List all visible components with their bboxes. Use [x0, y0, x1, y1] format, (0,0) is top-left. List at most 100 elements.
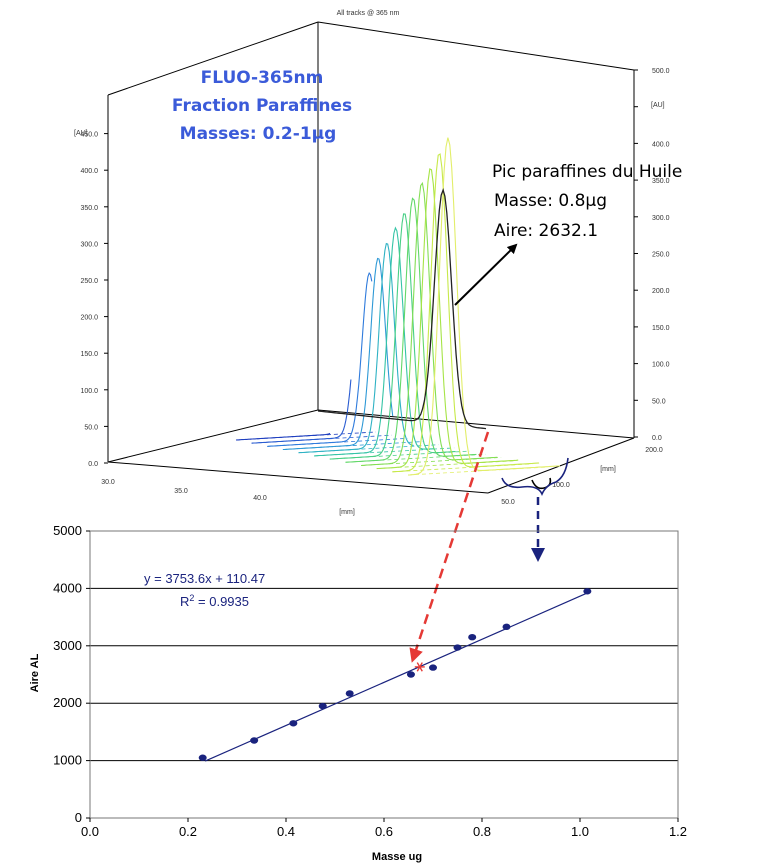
left-z-tick-label: 150.0	[80, 351, 98, 358]
left-z-tick-label: 450.0	[80, 132, 98, 139]
depth-tick: 100.0	[552, 482, 570, 489]
x-tick-3d: 30.0	[101, 479, 115, 486]
waterfall-floor-line	[267, 437, 408, 447]
peak-annotation-arrow	[454, 243, 518, 306]
y-tick-label: 3000	[53, 638, 82, 653]
right-z-tick-label: 400.0	[652, 141, 670, 148]
brace-black	[531, 477, 552, 490]
calibration-ticks: 0 1000 2000 3000 4000 5000 0.0 0.2 0.4 0.6 0.8 1.0 1…	[53, 523, 687, 839]
waterfall-floor-line	[235, 431, 377, 441]
waterfall-floor-line	[251, 434, 392, 444]
waterfall-floor-line	[392, 463, 533, 473]
left-z-tick-label: 200.0	[80, 315, 98, 322]
peak-annotation-line: Masse: 0.8µg	[494, 191, 607, 211]
right-z-unit: [AU]	[651, 102, 665, 109]
left-z-tick-label: 0.0	[88, 461, 98, 468]
sample-peak-trace	[317, 188, 487, 430]
x-tick-label: 0.2	[179, 824, 197, 839]
right-z-tick-label: 0.0	[652, 435, 662, 442]
fluo-title-line: Fraction Paraffines	[172, 96, 352, 116]
sample-point-marker	[414, 662, 425, 672]
left-z-tick-label: 50.0	[84, 424, 98, 431]
trendline	[204, 592, 588, 762]
data-point	[345, 690, 354, 697]
data-point	[318, 702, 327, 710]
x-tick-label: 1.2	[669, 824, 687, 839]
brace-group	[501, 457, 569, 496]
x-axis-3d: 30.0 35.0 40.0 [mm]	[101, 479, 355, 516]
r2-text: R2 = 0.9935	[180, 593, 249, 609]
left-z-unit: [AU]	[74, 130, 88, 137]
waterfall-floor-line	[345, 453, 486, 463]
left-z-axis: 0.0 50.0 100.0 150.0 200.0 250.0 300.0 350.0 400…	[74, 130, 108, 468]
waterfall-trace	[329, 213, 456, 460]
data-point	[289, 720, 298, 727]
waterfall-floor-line	[282, 441, 423, 450]
depth-tick: 200.0	[645, 447, 663, 454]
red-dashed-arrow	[409, 431, 490, 663]
right-z-tick-label: 350.0	[652, 178, 670, 185]
waterfall-trace	[267, 271, 373, 447]
y-tick-label: 4000	[53, 580, 82, 595]
right-z-axis: 0.0 50.0 100.0 150.0 200.0 250.0 300.0 350.0 400…	[634, 68, 670, 442]
peak-annotation-line: Aire: 2632.1	[494, 221, 598, 241]
waterfall-trace	[282, 257, 394, 451]
fluo-title-line: Masses: 0.2-1µg	[180, 124, 337, 144]
left-z-tick-label: 100.0	[80, 388, 98, 395]
depth-axis-3d: 50.0 100.0 200.0 [mm]	[501, 447, 663, 506]
calibration-chart: 0 1000 2000 3000 4000 5000 0.0 0.2 0.4 0.6 0.8 1.0 1…	[29, 523, 687, 863]
y-tick-label: 2000	[53, 695, 82, 710]
waterfall-floor-line	[298, 444, 439, 454]
fluo-annotation: FLUO-365nm Fraction Paraffines Masses: 0…	[172, 68, 352, 144]
calibration-x-label: Masse ug	[372, 851, 422, 863]
data-point	[198, 754, 207, 761]
x-tick-label: 1.0	[571, 824, 589, 839]
x-tick-3d: 40.0	[253, 495, 267, 502]
calibration-y-label: Aire AL	[29, 653, 41, 692]
waterfall-traces	[235, 137, 561, 476]
x-tick-label: 0.0	[81, 824, 99, 839]
x-tick-label: 0.6	[375, 824, 393, 839]
waterfall-trace	[298, 242, 414, 454]
left-z-tick-label: 250.0	[80, 278, 98, 285]
data-point	[406, 671, 415, 678]
chart-3d: All tracks @ 365 nm 0.0 50.0 100.0 150.0 200…	[74, 10, 682, 516]
chart-3d-title: All tracks @ 365 nm	[337, 10, 400, 17]
right-z-tick-label: 100.0	[652, 362, 670, 369]
fluo-title-line: FLUO-365nm	[201, 68, 324, 88]
y-tick-label: 1000	[53, 753, 82, 768]
depth-axis-label: [mm]	[600, 466, 616, 473]
waterfall-floor-line	[361, 457, 502, 466]
data-point	[250, 737, 259, 744]
brace-blue	[501, 457, 569, 496]
x-tick-3d: 35.0	[174, 488, 188, 495]
right-z-tick-label: 200.0	[652, 288, 670, 295]
depth-tick: 50.0	[501, 499, 515, 506]
x-tick-label: 0.4	[277, 824, 295, 839]
y-tick-label: 0	[75, 810, 82, 825]
waterfall-floor-line	[376, 460, 517, 470]
waterfall-floor-line	[314, 447, 455, 457]
left-z-tick-label: 400.0	[80, 168, 98, 175]
peak-annotation-line: Pic paraffines du Huile	[492, 162, 682, 182]
data-point	[583, 588, 592, 595]
waterfall-trace	[314, 226, 435, 457]
waterfall-trace	[376, 168, 519, 470]
right-z-tick-label: 150.0	[652, 325, 670, 332]
data-point	[429, 664, 437, 671]
data-point	[453, 644, 462, 651]
data-point	[502, 623, 511, 631]
x-axis-3d-label: [mm]	[339, 509, 355, 516]
right-z-tick-label: 50.0	[652, 398, 666, 405]
peak-annotation: Pic paraffines du Huile Masse: 0.8µg Air…	[454, 162, 682, 306]
right-z-tick-label: 300.0	[652, 215, 670, 222]
equation-text: y = 3753.6x + 110.47	[144, 571, 265, 586]
sample-asterisk-stroke	[416, 662, 423, 672]
right-z-tick-label: 250.0	[652, 252, 670, 259]
y-tick-label: 5000	[53, 523, 82, 538]
waterfall-floor-line	[407, 466, 549, 476]
right-z-tick-label: 500.0	[652, 68, 670, 75]
left-z-tick-label: 350.0	[80, 205, 98, 212]
x-tick-label: 0.8	[473, 824, 491, 839]
